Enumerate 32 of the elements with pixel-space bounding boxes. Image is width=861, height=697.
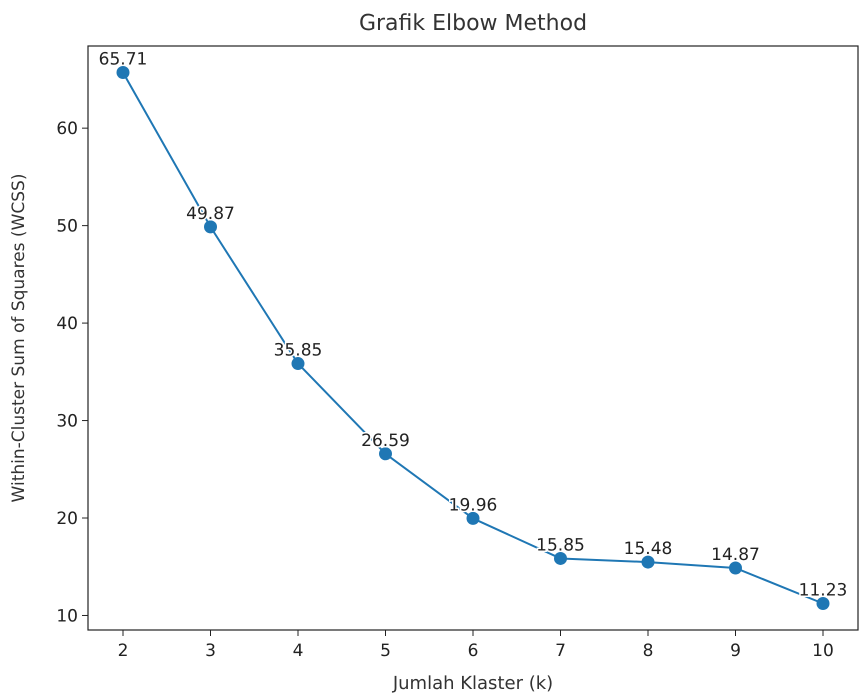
data-label: 14.87 [711,545,760,566]
y-tick-label: 60 [56,119,78,140]
point [292,357,304,370]
x-tick-label: 7 [555,641,566,661]
y-tick-label: 10 [56,606,78,626]
point [642,556,654,569]
x-tick-label: 6 [468,641,478,661]
point [379,447,392,460]
x-tick-label: 5 [380,641,391,661]
x-tick-label: 4 [292,641,304,661]
y-tick-label: 40 [56,314,78,334]
x-tick-label: 10 [812,641,834,661]
point [816,596,830,610]
point [466,512,480,525]
x-tick-label: 9 [730,641,741,661]
x-tick-label: 2 [118,641,128,661]
chart-title: Grafik Elbow Method [358,11,588,36]
x-tick-label: 8 [642,641,654,661]
point [204,220,217,234]
y-axis-title: Within-Cluster Sum of Squares (WCSS) [9,174,29,502]
data-label: 65.71 [98,50,148,70]
y-tick-label: 20 [56,509,78,530]
point [729,562,742,575]
y-tick-label: 30 [56,412,78,432]
point [116,66,130,80]
data-label: 15.48 [624,539,672,560]
x-tick-label: 3 [205,641,216,661]
point [554,552,567,565]
data-label: 11.23 [798,580,848,600]
x-axis-title: Jumlah Klaster (k) [392,673,554,694]
data-label: 15.85 [536,535,585,556]
y-tick-label: 50 [56,216,78,237]
